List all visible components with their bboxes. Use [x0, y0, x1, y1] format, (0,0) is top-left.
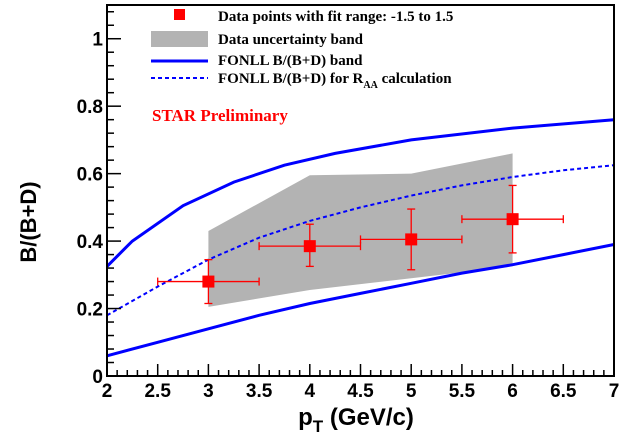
y-tick-label: 1	[92, 30, 103, 51]
x-tick-label: 2	[102, 381, 113, 402]
x-tick-label: 6	[507, 381, 518, 402]
legend-marker-uncertainty-band	[151, 31, 208, 47]
x-tick-label: 3	[203, 381, 214, 402]
x-axis-label: pT (GeV/c)	[298, 404, 414, 436]
legend-marker-data-points	[174, 9, 185, 20]
legend-label-uncertainty-band: Data uncertainty band	[218, 32, 364, 48]
data-point-marker	[405, 233, 417, 245]
plot-area	[107, 120, 614, 356]
x-tick-label: 6.5	[550, 381, 577, 402]
data-point-marker	[304, 240, 316, 252]
y-tick-label: 0	[92, 367, 103, 388]
y-tick-label: 0.6	[77, 165, 103, 186]
legend-label-fonll-raa: FONLL B/(B+D) for RAA calculation	[218, 71, 452, 91]
data-point-marker	[202, 276, 214, 288]
x-tick-label: 5.5	[449, 381, 476, 402]
y-tick-label: 0.4	[77, 232, 104, 253]
x-tick-label: 3.5	[246, 381, 273, 402]
x-tick-label: 7	[609, 381, 620, 402]
y-axis-label: B/(B+D)	[16, 181, 41, 262]
legend-label-data-points: Data points with fit range: -1.5 to 1.5	[218, 9, 453, 25]
x-tick-label: 4.5	[347, 381, 374, 402]
x-tick-label: 2.5	[144, 381, 171, 402]
legend: Data points with fit range: -1.5 to 1.5 …	[151, 9, 453, 91]
x-tick-label: 5	[406, 381, 417, 402]
preliminary-annotation: STAR Preliminary	[152, 106, 288, 125]
x-tick-label: 4	[305, 381, 316, 402]
y-tick-label: 0.2	[77, 300, 103, 321]
legend-label-fonll-band: FONLL B/(B+D) band	[218, 53, 363, 69]
data-point-marker	[507, 213, 519, 225]
y-tick-label: 0.8	[77, 97, 103, 118]
